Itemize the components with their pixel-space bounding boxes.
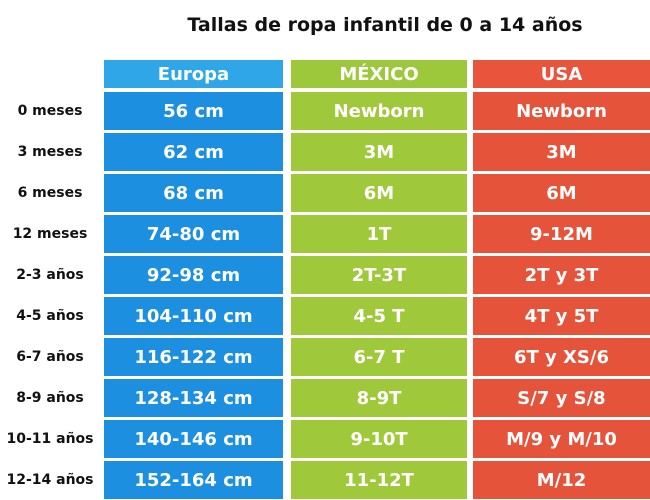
size-cell: 3M xyxy=(291,133,467,171)
size-cell: M/9 y M/10 xyxy=(473,420,650,458)
size-cell: 92-98 cm xyxy=(104,256,283,294)
row-label: 6 meses xyxy=(17,185,83,201)
row-label: 6-7 años xyxy=(16,349,84,365)
size-cell: 6M xyxy=(291,174,467,212)
column-header: MÉXICO xyxy=(291,60,467,88)
size-cell: 9-12M xyxy=(473,215,650,253)
size-cell: 140-146 cm xyxy=(104,420,283,458)
row-label: 8-9 años xyxy=(16,390,84,406)
size-cell: 104-110 cm xyxy=(104,297,283,335)
size-cell: Newborn xyxy=(291,92,467,130)
column-header: USA xyxy=(473,60,650,88)
size-cell: 74-80 cm xyxy=(104,215,283,253)
row-label: 10-11 años xyxy=(6,431,94,447)
size-cell: 9-10T xyxy=(291,420,467,458)
size-cell: 2T-3T xyxy=(291,256,467,294)
size-cell: 6-7 T xyxy=(291,338,467,376)
size-cell: 68 cm xyxy=(104,174,283,212)
size-cell: 3M xyxy=(473,133,650,171)
size-cell: 6M xyxy=(473,174,650,212)
title: Tallas de ropa infantil de 0 a 14 años xyxy=(187,14,583,36)
row-label: 2-3 años xyxy=(16,267,84,283)
size-cell: 116-122 cm xyxy=(104,338,283,376)
size-cell: M/12 xyxy=(473,461,650,499)
size-cell: 8-9T xyxy=(291,379,467,417)
row-label: 0 meses xyxy=(17,103,83,119)
row-label: 4-5 años xyxy=(16,308,84,324)
size-cell: 1T xyxy=(291,215,467,253)
row-label: 12-14 años xyxy=(6,472,94,488)
row-label: 3 meses xyxy=(17,144,83,160)
size-cell: 4-5 T xyxy=(291,297,467,335)
size-cell: 4T y 5T xyxy=(473,297,650,335)
size-cell: Newborn xyxy=(473,92,650,130)
row-label: 12 meses xyxy=(12,226,88,242)
size-cell: 2T y 3T xyxy=(473,256,650,294)
size-cell: 62 cm xyxy=(104,133,283,171)
size-cell: 56 cm xyxy=(104,92,283,130)
column-header: Europa xyxy=(104,60,283,88)
size-cell: S/7 y S/8 xyxy=(473,379,650,417)
size-cell: 11-12T xyxy=(291,461,467,499)
size-cell: 6T y XS/6 xyxy=(473,338,650,376)
size-cell: 152-164 cm xyxy=(104,461,283,499)
size-cell: 128-134 cm xyxy=(104,379,283,417)
